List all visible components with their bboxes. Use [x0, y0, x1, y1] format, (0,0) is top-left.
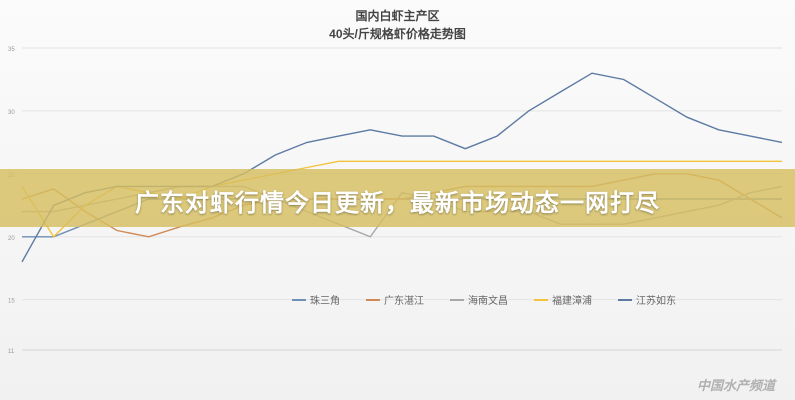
- y-tick-label: 11: [8, 349, 15, 355]
- legend-swatch: [366, 298, 380, 301]
- y-tick-label: 30: [8, 110, 15, 116]
- legend-label: 江苏如东: [636, 296, 676, 307]
- y-tick-label: 35: [8, 47, 15, 53]
- chart-title: 国内白虾主产区: [355, 9, 440, 23]
- headline-text: 广东对虾行情今日更新，最新市场动态一网打尽: [135, 190, 660, 217]
- legend-swatch: [292, 298, 306, 301]
- legend-label: 广东湛江: [384, 296, 424, 307]
- legend-swatch: [534, 298, 548, 301]
- legend-label: 海南文昌: [468, 296, 508, 307]
- legend-item: 福建漳浦: [534, 292, 592, 307]
- chart-legend: 珠三角 广东湛江 海南文昌 福建漳浦 江苏如东: [292, 292, 702, 307]
- legend-swatch: [618, 298, 632, 301]
- legend-item: 珠三角: [292, 292, 340, 307]
- chart-subtitle: 40头/斤规格虾价格走势图: [329, 27, 466, 41]
- legend-swatch: [450, 298, 464, 301]
- headline-banner: [0, 169, 795, 227]
- legend-item: 海南文昌: [450, 292, 508, 307]
- legend-item: 广东湛江: [366, 292, 424, 307]
- legend-label: 珠三角: [310, 296, 340, 307]
- watermark: 中国水产频道: [696, 378, 775, 393]
- legend-label: 福建漳浦: [552, 296, 592, 307]
- y-tick-label: 20: [8, 236, 15, 242]
- y-tick-label: 15: [8, 299, 15, 305]
- legend-item: 江苏如东: [618, 292, 676, 307]
